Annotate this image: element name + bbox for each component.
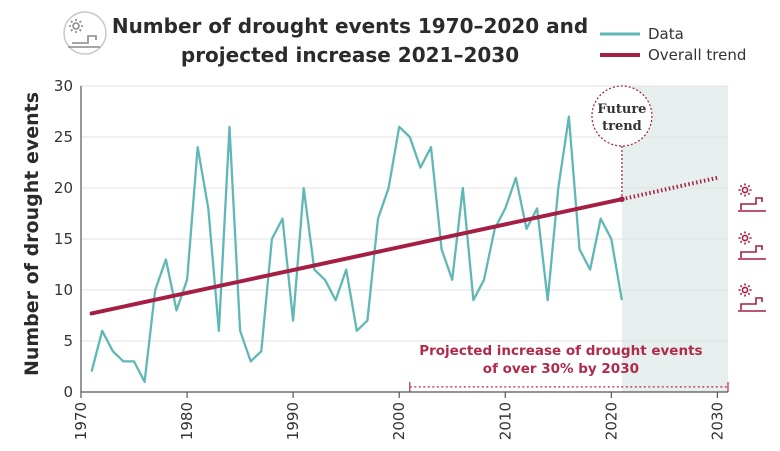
callout-circle — [591, 85, 653, 147]
y-tick-label: 30 — [54, 77, 73, 95]
sun-faucet-icon — [68, 19, 100, 48]
annotation-line1: Projected increase of drought events — [419, 343, 702, 359]
projected-trend-line — [621, 175, 718, 202]
x-tick-label: 2010 — [496, 402, 514, 440]
x-tick-label: 1970 — [72, 402, 90, 440]
legend: Data Overall trend — [600, 25, 746, 64]
x-tick-label: 1980 — [178, 402, 196, 440]
y-tick-label: 15 — [54, 230, 73, 248]
future-trend-callout: Future trend — [591, 85, 653, 197]
legend-label-data: Data — [648, 25, 684, 43]
x-tick-label: 2000 — [390, 402, 408, 440]
x-ticks: 1970 1980 1990 2000 2010 2020 2030 — [72, 392, 726, 440]
data-series-line — [90, 115, 624, 383]
sun-faucet-icon — [738, 183, 766, 212]
callout-text-line2: trend — [602, 119, 642, 134]
y-tick-label: 10 — [54, 281, 73, 299]
y-tick-label: 20 — [54, 179, 73, 197]
y-ticks: 0 5 10 15 20 25 30 — [54, 77, 73, 401]
axes — [80, 86, 728, 393]
y-axis-label: Number of drought events — [21, 92, 43, 376]
trend-line — [89, 197, 624, 316]
legend-label-trend: Overall trend — [648, 46, 746, 64]
series — [89, 115, 718, 383]
x-tick-label: 2030 — [708, 402, 726, 440]
trend-join-point — [619, 196, 625, 203]
y-tick-label: 0 — [63, 383, 73, 401]
sun-faucet-icon — [738, 283, 766, 312]
chart-title-line2: projected increase 2021–2030 — [181, 43, 519, 67]
callout-text-line1: Future — [597, 102, 646, 117]
drought-icons — [738, 183, 766, 312]
sun-faucet-icon — [738, 231, 766, 260]
y-tick-label: 5 — [63, 332, 73, 350]
annotation-line2: of over 30% by 2030 — [483, 361, 639, 377]
chart-title-line1: Number of drought events 1970–2020 and — [112, 14, 588, 38]
header-icon — [63, 11, 107, 55]
projection-annotation: Projected increase of drought events of … — [409, 343, 729, 392]
y-tick-label: 25 — [54, 128, 73, 146]
x-tick-label: 2020 — [602, 402, 620, 440]
x-tick-label: 1990 — [284, 402, 302, 440]
